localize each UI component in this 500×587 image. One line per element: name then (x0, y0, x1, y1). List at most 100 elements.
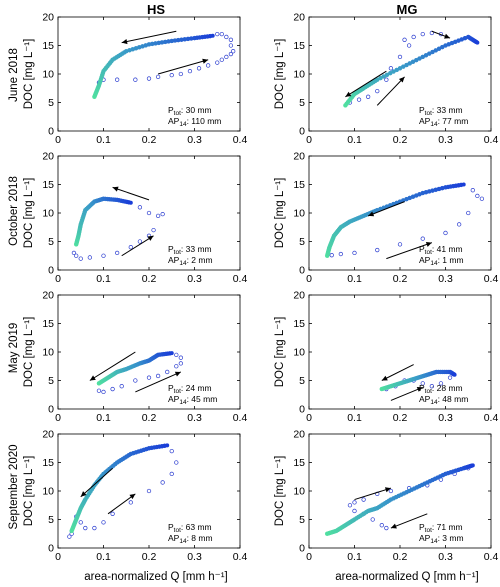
trajectory-point (475, 40, 480, 45)
x-tick-label: 0.2 (142, 412, 157, 424)
x-tick-label: 0.2 (142, 273, 157, 285)
data-point (370, 517, 375, 522)
panels: 0 0.1 0.2 0.3 0.4 0 5 10 15 20 DOC [mg L⁻¹] Ptot: 3… (23, 12, 498, 564)
x-tick-label: 0.1 (347, 273, 362, 285)
y-tick-label: 5 (299, 97, 305, 109)
y-axis-label: DOC [mg L⁻¹] (274, 39, 286, 110)
direction-arrow (121, 235, 154, 257)
data-point (347, 503, 353, 508)
data-point (356, 97, 362, 102)
x-tick-label: 0.4 (484, 412, 499, 424)
y-axis-label: DOC [mg L⁻¹] (23, 178, 35, 249)
data-point (215, 31, 220, 37)
arrow-head (129, 493, 136, 500)
y-tick-label: 15 (293, 40, 305, 52)
y-tick-label: 15 (42, 318, 54, 330)
arrow-head (147, 235, 154, 241)
direction-arrow (354, 487, 392, 501)
arrow-head (121, 38, 128, 45)
data-point (196, 66, 202, 71)
y-tick-label: 0 (299, 404, 305, 416)
y-axis-label: DOC [mg L⁻¹] (23, 456, 35, 527)
data-point (329, 253, 334, 258)
data-point (169, 72, 174, 78)
x-tick-label: 0 (55, 273, 61, 285)
data-point (384, 77, 389, 82)
y-axis-label: DOC [mg L⁻¹] (274, 178, 286, 249)
data-point (178, 361, 184, 366)
y-tick-label: 5 (299, 236, 305, 248)
row-label-june-2018: June 2018 (8, 48, 20, 102)
x-tick-label: 0.3 (438, 412, 453, 424)
data-point (155, 373, 161, 379)
data-point (447, 375, 453, 380)
annotation-text: AP14: 48 mm (419, 394, 468, 406)
x-tick-label: 0.1 (347, 551, 362, 563)
data-point (128, 245, 133, 250)
data-point (470, 188, 475, 193)
data-point (411, 34, 416, 40)
data-point (466, 210, 471, 216)
annotation-text: AP14: 3 mm (419, 533, 464, 545)
annotation-text: AP14: 77 mm (419, 116, 468, 128)
data-point (160, 211, 165, 217)
direction-arrow (121, 30, 177, 44)
x-tick-label: 0.3 (187, 273, 202, 285)
arrow-head (425, 241, 432, 247)
y-tick-label: 0 (48, 543, 54, 555)
row-label-october-2018: October 2018 (8, 176, 20, 246)
data-point (406, 43, 412, 48)
data-point (110, 386, 115, 392)
arrow-head (174, 371, 181, 377)
y-tick-label: 20 (42, 429, 54, 441)
annotation-text: AP14: 8 mm (168, 533, 213, 545)
data-point (146, 375, 152, 380)
data-point (114, 250, 120, 256)
x-tick-label: 0.1 (96, 134, 111, 146)
data-point (174, 352, 179, 358)
y-tick-label: 15 (42, 457, 54, 469)
direction-arrow (80, 467, 113, 498)
data-point (338, 251, 344, 257)
y-tick-label: 5 (48, 514, 54, 526)
direction-arrow (381, 364, 414, 381)
data-point (133, 378, 138, 383)
annotation-text: Ptot: 33 mm (419, 105, 463, 117)
annotation-text: Ptot: 41 mm (419, 244, 463, 256)
data-point (160, 480, 165, 485)
plot-frame (57, 433, 241, 549)
arrow-head (202, 58, 209, 64)
y-tick-label: 10 (42, 69, 54, 81)
plot-frame (308, 155, 492, 271)
data-point (96, 388, 102, 393)
data-point (429, 384, 435, 389)
x-tick-label: 0.3 (187, 412, 202, 424)
data-point (78, 256, 83, 261)
data-point (375, 88, 380, 94)
y-tick-label: 15 (293, 179, 305, 191)
arrow-head (345, 91, 352, 97)
data-point (169, 471, 174, 477)
y-tick-label: 0 (299, 543, 305, 555)
data-point (114, 77, 120, 82)
data-point (479, 196, 485, 201)
y-tick-label: 0 (299, 126, 305, 138)
data-point (228, 37, 234, 42)
data-point (169, 448, 174, 454)
x-tick-label: 0.3 (438, 134, 453, 146)
data-point (388, 66, 394, 71)
chart-panel: 0 0.1 0.2 0.3 0.4 0 5 10 15 20 DOC [mg L⁻¹] Ptot: 3… (274, 12, 498, 147)
x-tick-label: 0.2 (142, 551, 157, 563)
x-tick-label: 0.4 (233, 412, 248, 424)
data-point (352, 508, 357, 514)
data-point (71, 250, 77, 256)
data-point (231, 49, 236, 54)
x-tick-label: 0.1 (96, 551, 111, 563)
data-point (402, 37, 407, 42)
y-tick-label: 15 (42, 40, 54, 52)
chart-panel: 0 0.1 0.2 0.3 0.4 0 5 10 15 20 DOC [mg L⁻¹] Ptot: 7… (274, 429, 498, 564)
x-tick-label: 0 (55, 551, 61, 563)
direction-arrow (345, 70, 387, 98)
annotation-text: Ptot: 24 mm (168, 383, 212, 395)
